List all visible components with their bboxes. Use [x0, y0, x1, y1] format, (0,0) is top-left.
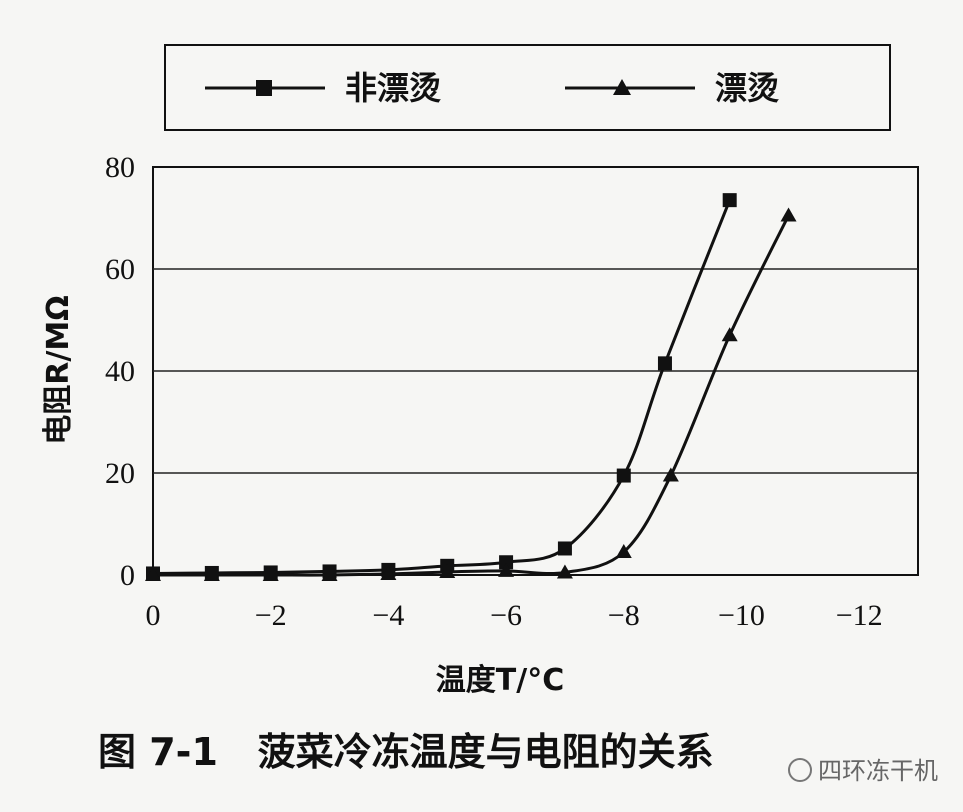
x-tick-label-3: −6	[490, 599, 522, 632]
y-tick-label-0: 0	[120, 559, 135, 592]
legend-marker-triangle	[613, 79, 631, 95]
chat-bubble-icon	[788, 758, 812, 782]
legend-entry-1: 漂烫	[565, 69, 779, 107]
series-1-point-7	[556, 564, 573, 579]
x-tick-label-1: −2	[255, 599, 287, 632]
series-1-point-3	[321, 567, 338, 581]
legend-box	[164, 44, 891, 131]
x-axis-title: 温度T/°C	[436, 663, 564, 698]
legend-label-1: 漂烫	[715, 69, 779, 107]
y-tick-label-3: 60	[105, 253, 135, 286]
x-tick-labels: 0 −2 −4 −6 −8 −10 −12	[146, 599, 883, 632]
series-0-point-7	[557, 541, 572, 556]
watermark-text: 四环冻干机	[818, 757, 938, 785]
x-tick-label-5: −10	[718, 599, 765, 632]
series-1-point-4	[380, 565, 397, 580]
series-line-0	[152, 199, 732, 575]
series-0-point-10	[722, 193, 737, 208]
series-0-point-6	[499, 555, 514, 570]
series-1-point-9	[662, 467, 679, 482]
series-1-point-5	[439, 563, 456, 578]
y-tick-label-2: 40	[105, 355, 135, 388]
grid	[153, 268, 918, 474]
series-1-point-1	[203, 567, 220, 581]
y-tick-labels: 0 20 40 60 80	[105, 151, 135, 592]
legend-entry-0: 非漂烫	[205, 69, 441, 107]
series-0-point-8	[616, 468, 631, 483]
y-axis-title: 电阻R/MΩ	[41, 295, 76, 444]
y-tick-label-1: 20	[105, 457, 135, 490]
series-1-point-6	[498, 562, 515, 577]
watermark: 四环冻干机	[788, 757, 938, 785]
x-tick-label-0: 0	[146, 599, 161, 632]
legend: 非漂烫 漂烫	[164, 44, 891, 131]
series-1-point-10	[721, 327, 738, 342]
series-1-point-11	[780, 207, 797, 222]
series-0-point-9	[657, 356, 672, 371]
series-1-point-8	[615, 544, 632, 559]
figure-caption: 图 7-1 菠菜冷冻温度与电阻的关系	[98, 730, 714, 774]
series-1-point-2	[262, 567, 279, 581]
x-tick-label-4: −8	[608, 599, 640, 632]
series-layer	[145, 193, 797, 581]
x-tick-label-6: −12	[836, 599, 883, 632]
legend-label-0: 非漂烫	[345, 69, 441, 107]
x-tick-label-2: −4	[372, 599, 404, 632]
y-tick-label-4: 80	[105, 151, 135, 184]
legend-marker-square	[256, 80, 272, 96]
series-1-point-0	[145, 567, 161, 581]
